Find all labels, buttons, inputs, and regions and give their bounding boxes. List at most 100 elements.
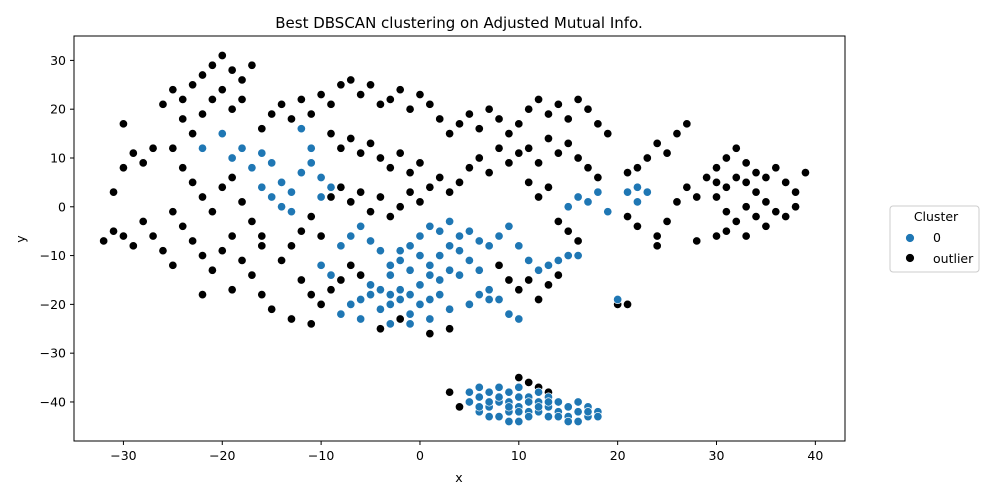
outlier-point <box>593 172 603 183</box>
cluster-0-point <box>316 260 326 270</box>
outlier-point <box>395 85 405 95</box>
outlier-point <box>761 172 771 183</box>
y-axis-ticks: −40 −30 −20 −10 0 10 20 30 <box>40 53 74 409</box>
cluster-0-point <box>464 226 474 236</box>
outlier-point <box>207 265 217 275</box>
outlier-point <box>237 197 247 207</box>
cluster-0-point <box>514 392 524 402</box>
x-tick-label: 30 <box>709 448 725 463</box>
outlier-point <box>593 119 603 129</box>
outlier-point <box>346 197 356 207</box>
outlier-point <box>751 168 761 178</box>
outlier-point <box>711 192 722 202</box>
outlier-point <box>435 172 445 183</box>
cluster-0-point <box>563 251 573 261</box>
cluster-0-point <box>494 412 504 422</box>
outlier-point <box>197 251 208 261</box>
outlier-point <box>118 231 128 241</box>
cluster-0-point <box>484 397 494 407</box>
outlier-point <box>306 211 316 222</box>
outlier-point <box>277 99 287 109</box>
cluster-0-point <box>336 309 346 319</box>
cluster-0-point <box>435 275 445 285</box>
cluster-0-point <box>286 207 297 217</box>
outlier-point <box>514 285 524 295</box>
outlier-point <box>375 153 385 163</box>
outlier-point <box>118 163 128 173</box>
outlier-point <box>711 177 722 187</box>
legend-label-cluster-0: 0 <box>933 230 941 245</box>
outlier-point <box>168 143 178 153</box>
cluster-0-point <box>395 285 405 295</box>
outlier-point <box>573 236 583 246</box>
outlier-point <box>405 104 415 114</box>
outlier-point <box>227 231 237 241</box>
outlier-point <box>415 197 425 207</box>
cluster-0-point <box>356 294 366 305</box>
cluster-0-point <box>346 299 356 309</box>
cluster-0-point <box>395 255 405 266</box>
cluster-0-point <box>464 255 474 266</box>
cluster-0-point <box>504 309 514 319</box>
cluster-0-point <box>504 416 514 427</box>
outlier-point <box>188 236 198 246</box>
outlier-point <box>454 119 465 129</box>
cluster-0-point <box>454 231 465 241</box>
outlier-point <box>158 246 168 256</box>
outlier-point <box>247 60 257 70</box>
outlier-point <box>148 143 158 153</box>
cluster-0-point <box>435 226 445 236</box>
outlier-point <box>356 148 366 158</box>
outlier-point <box>227 104 237 114</box>
outlier-point <box>573 94 583 104</box>
cluster-0-point <box>237 143 247 153</box>
cluster-0-point <box>474 382 484 392</box>
cluster-0-point <box>356 314 366 324</box>
outlier-point <box>128 148 138 158</box>
outlier-point <box>702 172 712 183</box>
outlier-point <box>227 172 237 183</box>
cluster-0-point <box>484 412 494 422</box>
outlier-point <box>543 182 554 192</box>
y-axis-label: y <box>13 235 28 243</box>
outlier-point <box>168 260 178 270</box>
cluster-0-point <box>514 382 524 392</box>
legend-label-outlier: outlier <box>933 251 974 266</box>
outlier-point <box>138 216 148 226</box>
cluster-0-point <box>326 182 336 192</box>
outlier-point <box>563 138 573 148</box>
outlier-point <box>346 133 356 144</box>
outlier-point <box>286 114 297 124</box>
outlier-point <box>682 119 692 129</box>
outlier-point <box>138 158 148 168</box>
outlier-point <box>524 177 534 187</box>
outlier-point <box>435 114 445 124</box>
cluster-0-point <box>395 246 405 256</box>
cluster-0-point <box>514 314 524 324</box>
outlier-point <box>118 119 128 129</box>
legend-title: Cluster <box>914 209 959 224</box>
cluster-0-point <box>464 299 474 309</box>
outlier-point <box>197 109 208 119</box>
cluster-0-point <box>395 294 405 305</box>
cluster-0-point <box>613 294 623 305</box>
y-tick-label: −20 <box>40 297 66 312</box>
outlier-point <box>504 158 514 168</box>
outlier-point <box>622 168 633 178</box>
outlier-point <box>721 153 731 163</box>
outlier-point <box>632 163 642 173</box>
cluster-0-point <box>375 246 385 256</box>
outlier-point <box>158 99 168 109</box>
cluster-0-point <box>603 207 613 217</box>
outlier-point <box>108 187 119 197</box>
outlier-point <box>197 290 208 300</box>
cluster-0-point <box>593 187 603 197</box>
cluster-0-point <box>514 416 524 427</box>
cluster-0-point <box>385 270 395 280</box>
outlier-point <box>494 143 504 153</box>
outlier-point <box>178 221 188 231</box>
outlier-point <box>751 211 761 222</box>
cluster-0-point <box>534 387 544 397</box>
cluster-0-point <box>257 182 267 192</box>
outlier-point <box>761 197 771 207</box>
